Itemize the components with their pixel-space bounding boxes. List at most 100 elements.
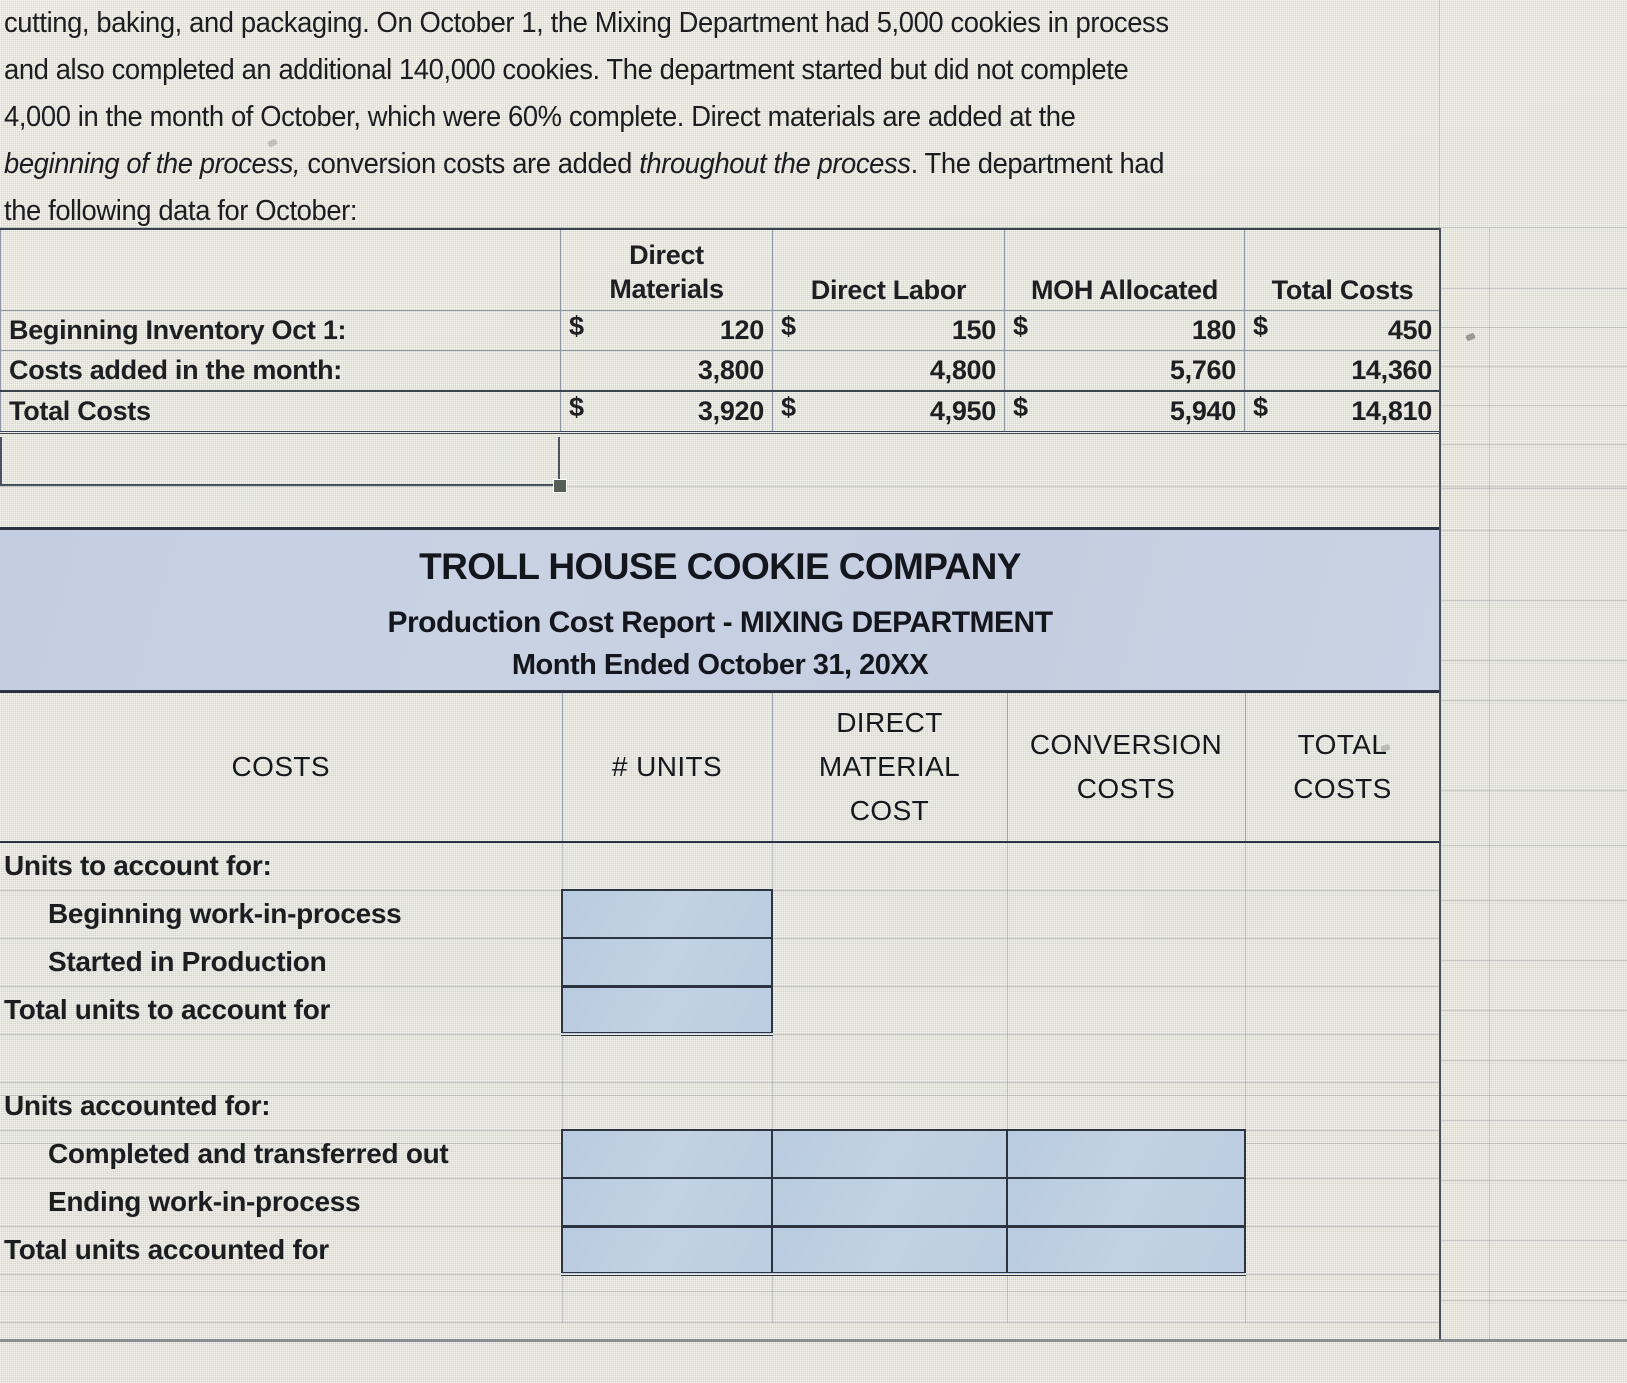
production-cost-report-table: COSTS # UNITS DIRECT MATERIAL COST CONVE… [0, 693, 1441, 1323]
cell-blank [1245, 1082, 1441, 1131]
cell-blank [1245, 1274, 1441, 1323]
cost-table-header-total-costs: Total Costs [1244, 228, 1441, 311]
input-started-in-production-units[interactable] [561, 937, 773, 987]
cell-blank [562, 1082, 773, 1131]
row-label-completed-and-transferred-out: Completed and transferred out [0, 1130, 563, 1179]
cell-blank [1245, 986, 1441, 1035]
cell-costs-added-moh: 5,760 [1004, 350, 1245, 392]
cost-table-header-moh-allocated: MOH Allocated [1004, 228, 1245, 311]
cell-total-costs-dl: $4,950 [772, 390, 1005, 434]
narrative-line-4-mid: conversion costs are added [300, 148, 640, 180]
cell-blank [1007, 1034, 1246, 1083]
narrative-line-5: the following data for October: [4, 195, 358, 227]
cell-beginning-inventory-moh: $180 [1004, 310, 1245, 351]
row-label-beginning-wip: Beginning work-in-process [0, 890, 563, 939]
row-label-ending-wip: Ending work-in-process [0, 1178, 563, 1227]
input-completed-transferred-conversion[interactable] [1006, 1129, 1246, 1179]
cell-blank [1245, 890, 1441, 939]
input-beginning-wip-units[interactable] [561, 889, 773, 939]
active-cell-selection[interactable] [0, 437, 560, 486]
spacer-row [0, 1034, 1441, 1083]
row-label-total-units-to-account-for: Total units to account for [0, 986, 563, 1035]
problem-narrative: cutting, baking, and packaging. On Octob… [4, 0, 1386, 235]
cell-blank [1245, 938, 1441, 987]
table-row: Total Costs $3,920 $4,950 $5,940 $14,810 [0, 390, 1441, 434]
section-title-units-accounted-for: Units accounted for: [0, 1082, 563, 1131]
cell-blank [1007, 986, 1246, 1035]
cell-blank [1007, 890, 1246, 939]
row-label-started-in-production: Started in Production [0, 938, 563, 987]
col-header-total-costs: TOTAL COSTS [1245, 693, 1441, 843]
input-ending-wip-direct-material[interactable] [771, 1177, 1008, 1227]
cell-blank [772, 1274, 1008, 1323]
cell-blank [772, 938, 1008, 987]
cell-blank [1245, 1178, 1441, 1227]
spacer-row [0, 1274, 1441, 1323]
report-header-row: COSTS # UNITS DIRECT MATERIAL COST CONVE… [0, 693, 1441, 843]
table-row: Units to account for: [0, 842, 1441, 891]
cell-beginning-inventory-dm: $120 [560, 310, 773, 351]
cell-blank [772, 986, 1008, 1035]
narrative-line-3: 4,000 in the month of October, which wer… [4, 101, 1076, 133]
table-row: Beginning work-in-process [0, 889, 1441, 939]
table-row: Ending work-in-process [0, 1177, 1441, 1227]
cell-total-costs-total: $14,810 [1244, 390, 1441, 434]
narrative-line-4: beginning of the process, conversion cos… [4, 141, 1386, 188]
cost-table-header-blank [0, 228, 561, 311]
input-total-units-accounted-direct-material[interactable] [771, 1224, 1008, 1276]
cell-blank [772, 890, 1008, 939]
input-ending-wip-conversion[interactable] [1006, 1177, 1246, 1227]
row-label-beginning-inventory: Beginning Inventory Oct 1: [0, 310, 561, 351]
dust-speck [1465, 332, 1476, 342]
table-row: Started in Production [0, 937, 1441, 987]
cell-blank [1007, 1082, 1246, 1131]
fill-handle[interactable] [553, 479, 567, 493]
cell-costs-added-dl: 4,800 [772, 350, 1005, 392]
report-company-name: TROLL HOUSE COOKIE COMPANY [419, 546, 1021, 587]
cell-blank [1007, 842, 1246, 891]
cell-blank [1245, 1034, 1441, 1083]
cell-blank [772, 1082, 1008, 1131]
cell-blank [562, 1034, 773, 1083]
input-completed-transferred-direct-material[interactable] [771, 1129, 1008, 1179]
col-header-units: # UNITS [562, 693, 773, 843]
input-ending-wip-units[interactable] [561, 1177, 773, 1227]
cell-blank [1245, 1130, 1441, 1179]
input-completed-transferred-units[interactable] [561, 1129, 773, 1179]
report-header-band: TROLL HOUSE COOKIE COMPANY Production Co… [0, 527, 1440, 693]
input-total-units-accounted-conversion[interactable] [1006, 1224, 1246, 1276]
input-total-units-accounted-units[interactable] [561, 1224, 773, 1276]
worksheet-right-edge [1439, 228, 1441, 1340]
row-label-total-costs: Total Costs [0, 390, 561, 434]
table-row: Costs added in the month: 3,800 4,800 5,… [0, 350, 1441, 392]
cell-blank [0, 1034, 563, 1083]
input-total-units-to-account-for[interactable] [561, 984, 773, 1036]
worksheet-bottom-rule [0, 1339, 1627, 1342]
section-title-units-to-account-for: Units to account for: [0, 842, 563, 891]
cell-total-costs-dm: $3,920 [560, 390, 773, 434]
col-header-conversion-costs: CONVERSION COSTS [1007, 693, 1246, 843]
report-period: Month Ended October 31, 20XX [511, 649, 929, 681]
cell-blank [1245, 1226, 1441, 1275]
narrative-italic-beginning: beginning of the process, [4, 148, 301, 180]
cell-costs-added-total: 14,360 [1244, 350, 1441, 392]
cell-blank [1007, 1274, 1246, 1323]
cost-table-header-direct-materials: Direct Materials [560, 228, 773, 311]
cost-table-header-direct-labor: Direct Labor [772, 228, 1005, 311]
narrative-line-1: cutting, baking, and packaging. On Octob… [4, 7, 1169, 39]
narrative-line-4-post: . The department had [910, 148, 1165, 180]
cell-blank [562, 1274, 773, 1323]
row-label-costs-added: Costs added in the month: [0, 350, 561, 392]
cell-blank [772, 842, 1008, 891]
cell-costs-added-dm: 3,800 [560, 350, 773, 392]
col-header-costs: COSTS [0, 693, 563, 843]
cell-total-costs-moh: $5,940 [1004, 390, 1245, 434]
cell-blank [1007, 938, 1246, 987]
table-row: Total units to account for [0, 984, 1441, 1036]
table-row: Beginning Inventory Oct 1: $120 $150 $18… [0, 310, 1441, 351]
table-row: Total units accounted for [0, 1224, 1441, 1276]
narrative-line-2: and also completed an additional 140,000… [4, 54, 1129, 86]
narrative-italic-throughout: throughout the process [639, 148, 911, 180]
cell-beginning-inventory-dl: $150 [772, 310, 1005, 351]
